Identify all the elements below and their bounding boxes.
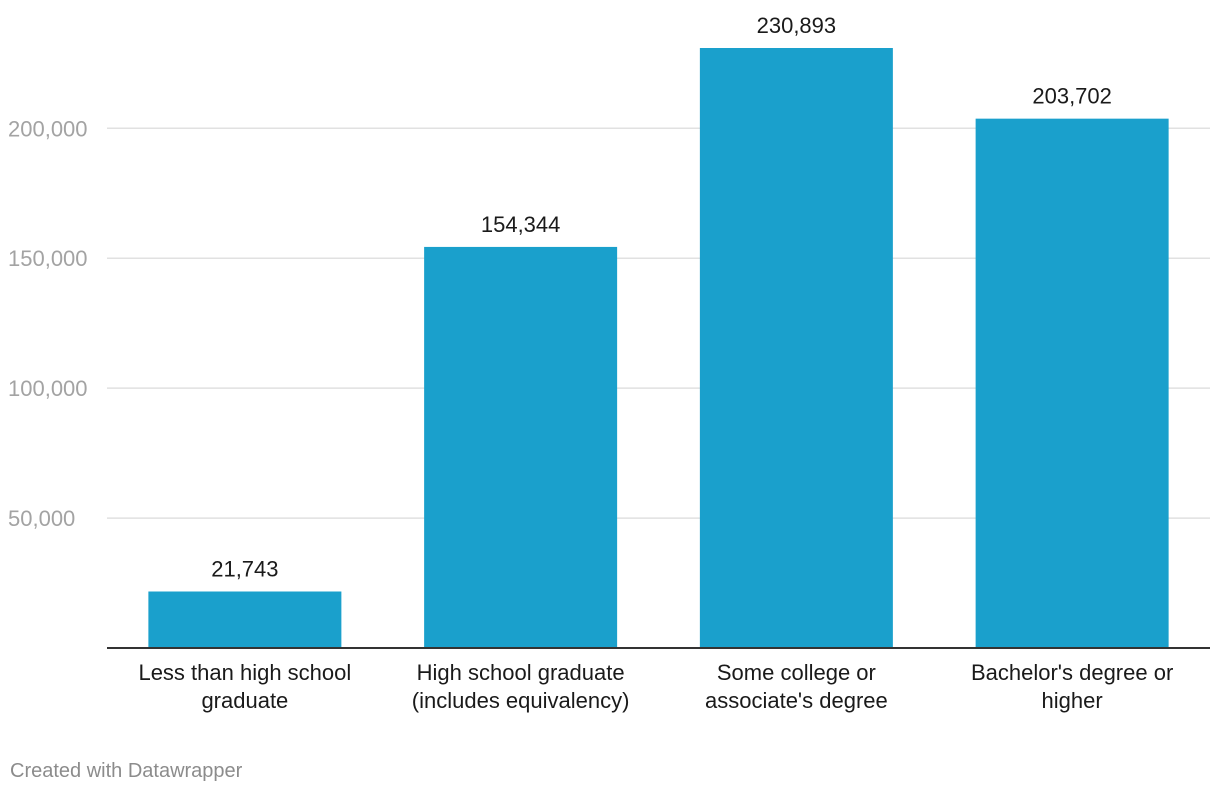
bar [975,118,1169,649]
y-tick-label: 200,000 [8,116,88,141]
data-label: 230,893 [757,13,837,38]
y-tick-label: 50,000 [8,506,75,531]
bar [148,591,342,648]
credit-text: Created with Datawrapper [10,760,243,782]
bar [424,246,618,648]
y-tick-label: 150,000 [8,246,88,271]
x-category-label: Less than high school graduate [138,660,351,713]
data-label: 203,702 [1032,84,1112,109]
x-category-label: Bachelor's degree or higher [971,660,1173,713]
y-tick-label: 100,000 [8,376,88,401]
data-label: 21,743 [211,556,278,581]
x-category-label: High school graduate (includes equivalenc… [412,660,630,713]
bar [699,48,893,648]
x-category-label: Some college or associate's degree [705,660,888,713]
data-label: 154,344 [481,212,561,237]
